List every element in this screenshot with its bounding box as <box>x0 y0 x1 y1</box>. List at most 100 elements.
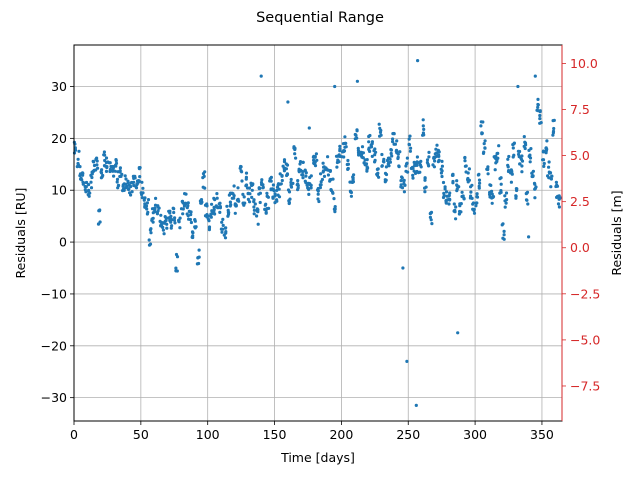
data-point <box>224 226 228 230</box>
data-point <box>398 150 402 154</box>
x-tick-label: 0 <box>70 427 78 442</box>
data-point <box>228 200 232 204</box>
data-point <box>137 179 141 184</box>
data-point <box>99 176 103 180</box>
data-point <box>470 183 474 187</box>
data-point <box>236 199 240 203</box>
outlier-point <box>333 84 337 89</box>
data-point <box>342 155 346 159</box>
data-point <box>490 201 494 205</box>
data-point <box>520 164 524 168</box>
data-point <box>89 180 93 184</box>
data-point <box>391 137 395 141</box>
data-point <box>256 222 260 226</box>
data-point <box>455 179 459 183</box>
data-point <box>206 214 210 218</box>
data-point <box>183 192 187 196</box>
data-point <box>549 176 553 181</box>
data-point <box>174 266 178 270</box>
data-point <box>495 159 499 164</box>
y2-tick-label: 10.0 <box>570 56 598 71</box>
x-tick-label: 100 <box>196 427 220 442</box>
data-point <box>313 155 317 159</box>
y2-tick-label: −7.5 <box>570 378 600 393</box>
data-point <box>448 191 452 195</box>
data-point <box>365 165 369 169</box>
data-point <box>307 192 311 196</box>
data-point <box>104 169 109 173</box>
data-point <box>312 158 316 162</box>
data-point <box>172 218 177 222</box>
data-point <box>265 191 269 195</box>
data-point <box>320 177 324 182</box>
data-point <box>493 168 497 172</box>
data-point <box>206 217 210 221</box>
data-point <box>495 151 499 156</box>
data-point <box>337 160 341 164</box>
outlier-point <box>456 331 460 335</box>
data-point <box>113 163 118 167</box>
data-point <box>493 156 497 160</box>
data-point <box>383 180 387 184</box>
data-point <box>227 193 231 197</box>
data-point <box>318 186 322 190</box>
data-point <box>221 223 225 227</box>
data-point <box>440 164 444 168</box>
data-point <box>102 150 106 154</box>
chart-title: Sequential Range <box>256 10 384 26</box>
y2-tick-label: 0.0 <box>570 240 590 255</box>
data-point <box>393 142 397 146</box>
data-point <box>252 212 256 216</box>
data-point <box>137 167 141 171</box>
data-point <box>506 157 510 161</box>
data-point <box>332 207 336 211</box>
data-point <box>399 179 403 183</box>
x-tick-label: 150 <box>263 427 287 442</box>
data-point <box>308 175 312 180</box>
y-axis-ticks: −30 −20 −10 0 10 20 30 <box>41 79 74 405</box>
data-point <box>241 192 245 196</box>
data-point <box>331 191 335 195</box>
data-point <box>124 177 128 181</box>
data-point <box>483 139 487 143</box>
data-point <box>172 210 176 215</box>
data-point <box>197 248 201 252</box>
data-point <box>294 156 298 160</box>
data-point <box>463 156 467 160</box>
data-point <box>213 198 217 202</box>
data-point <box>502 233 506 237</box>
data-point <box>114 159 118 163</box>
data-point <box>475 195 479 199</box>
data-point <box>408 149 412 153</box>
y2-tick-label: 7.5 <box>570 102 590 117</box>
data-point <box>169 214 173 218</box>
outlier-point <box>516 84 520 89</box>
data-point <box>552 118 556 122</box>
data-point <box>377 122 381 126</box>
data-point <box>164 216 168 220</box>
data-point <box>150 217 154 221</box>
data-point <box>389 151 393 156</box>
data-point <box>129 184 133 189</box>
data-point <box>159 213 163 217</box>
data-point <box>379 128 383 133</box>
data-point <box>355 129 359 133</box>
data-point <box>277 187 281 191</box>
data-point <box>115 180 119 184</box>
data-point <box>500 223 504 227</box>
data-point <box>437 150 441 154</box>
data-point <box>542 161 546 166</box>
data-point <box>444 190 449 194</box>
data-point <box>201 176 205 180</box>
data-point <box>538 117 542 121</box>
data-point <box>451 181 455 185</box>
data-point <box>258 200 262 205</box>
data-point <box>221 217 225 221</box>
data-point <box>515 188 519 193</box>
data-point <box>332 197 336 201</box>
data-point <box>146 210 150 214</box>
data-point <box>248 200 252 204</box>
data-point <box>459 210 463 214</box>
data-point <box>557 197 561 201</box>
data-point <box>146 198 151 202</box>
